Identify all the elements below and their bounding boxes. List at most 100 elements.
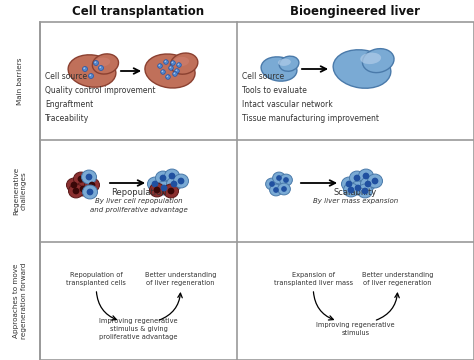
Circle shape (82, 67, 88, 72)
Text: Cell transplantation: Cell transplantation (73, 4, 205, 18)
Circle shape (168, 188, 174, 194)
Circle shape (99, 66, 103, 71)
Text: Improving regenerative
stimulus & giving
proliferative advantage: Improving regenerative stimulus & giving… (99, 318, 178, 340)
Ellipse shape (149, 183, 164, 197)
Ellipse shape (173, 57, 189, 66)
Ellipse shape (92, 54, 118, 74)
Ellipse shape (278, 183, 291, 195)
Text: Regenerative
challenges: Regenerative challenges (13, 167, 27, 215)
Circle shape (164, 60, 166, 62)
Circle shape (169, 66, 173, 70)
Ellipse shape (344, 183, 358, 197)
Text: By liver mass expansion: By liver mass expansion (313, 198, 398, 204)
Circle shape (175, 69, 179, 73)
Ellipse shape (333, 50, 391, 88)
Circle shape (162, 71, 163, 72)
Ellipse shape (73, 172, 89, 186)
Text: Main barriers: Main barriers (17, 57, 23, 105)
Text: Approaches to move
regeneration forward: Approaches to move regeneration forward (13, 263, 27, 339)
Circle shape (346, 181, 352, 187)
Circle shape (347, 186, 355, 193)
Ellipse shape (358, 169, 374, 183)
Circle shape (372, 177, 378, 184)
Ellipse shape (350, 181, 365, 195)
Circle shape (89, 182, 95, 188)
Circle shape (173, 72, 175, 74)
Circle shape (363, 173, 369, 179)
Circle shape (269, 181, 275, 187)
Ellipse shape (279, 56, 299, 71)
Circle shape (273, 187, 279, 193)
Circle shape (93, 60, 99, 66)
Ellipse shape (349, 171, 365, 185)
Circle shape (71, 182, 77, 188)
Ellipse shape (361, 177, 375, 191)
Circle shape (166, 76, 168, 77)
Ellipse shape (75, 182, 91, 196)
Ellipse shape (280, 174, 292, 186)
Ellipse shape (261, 57, 297, 81)
Ellipse shape (66, 178, 82, 192)
Circle shape (100, 66, 101, 68)
Ellipse shape (147, 177, 163, 191)
Text: Bioengineered liver: Bioengineered liver (291, 4, 420, 18)
Circle shape (166, 75, 170, 79)
Ellipse shape (341, 177, 356, 191)
Circle shape (94, 61, 96, 63)
Text: Repopulation: Repopulation (111, 188, 166, 197)
Ellipse shape (164, 184, 179, 198)
Circle shape (178, 177, 184, 184)
Circle shape (80, 186, 86, 192)
Circle shape (169, 173, 175, 179)
Ellipse shape (156, 181, 172, 195)
Text: Cell source
Tools to evaluate
Intact vascular network
Tissue manufacturing impro: Cell source Tools to evaluate Intact vas… (242, 72, 379, 123)
Text: Cell source
Quality control improvement
Engraftment
Traceability: Cell source Quality control improvement … (45, 72, 155, 123)
Ellipse shape (363, 49, 394, 73)
Ellipse shape (270, 184, 283, 196)
Circle shape (90, 75, 91, 76)
Circle shape (87, 189, 93, 195)
Ellipse shape (265, 178, 278, 190)
Ellipse shape (155, 171, 171, 185)
Circle shape (276, 175, 282, 181)
Ellipse shape (170, 53, 198, 74)
Circle shape (89, 73, 93, 78)
Circle shape (175, 69, 177, 71)
Circle shape (164, 60, 168, 64)
Text: By liver cell repopulation
and proliferative advantage: By liver cell repopulation and prolifera… (90, 198, 187, 213)
Text: Better understanding
of liver regeneration: Better understanding of liver regenerati… (362, 272, 434, 286)
Circle shape (86, 174, 92, 180)
Ellipse shape (360, 53, 381, 64)
Circle shape (177, 63, 179, 65)
Text: Better understanding
of liver regeneration: Better understanding of liver regenerati… (145, 272, 217, 286)
Ellipse shape (164, 169, 180, 183)
Text: Scalability: Scalability (334, 188, 377, 197)
Circle shape (170, 67, 171, 68)
Ellipse shape (82, 185, 98, 199)
Ellipse shape (357, 184, 373, 198)
Circle shape (354, 175, 360, 181)
Circle shape (158, 64, 162, 68)
Ellipse shape (273, 172, 285, 184)
Circle shape (171, 181, 177, 187)
Circle shape (73, 188, 79, 194)
Text: Repopulation of
transplanted cells: Repopulation of transplanted cells (66, 272, 126, 286)
Circle shape (161, 185, 167, 192)
Ellipse shape (95, 58, 110, 67)
Circle shape (78, 176, 84, 183)
Circle shape (365, 181, 371, 187)
Ellipse shape (367, 174, 383, 188)
Circle shape (171, 61, 175, 65)
Ellipse shape (166, 177, 182, 191)
Circle shape (173, 72, 177, 76)
Circle shape (283, 177, 289, 183)
Circle shape (83, 67, 85, 69)
Ellipse shape (278, 59, 291, 66)
Circle shape (355, 185, 361, 192)
Circle shape (281, 186, 287, 192)
Ellipse shape (173, 174, 189, 188)
Circle shape (161, 70, 165, 74)
Ellipse shape (82, 170, 97, 184)
Circle shape (177, 63, 181, 67)
Text: Expansion of
transplanted liver mass: Expansion of transplanted liver mass (273, 272, 353, 286)
